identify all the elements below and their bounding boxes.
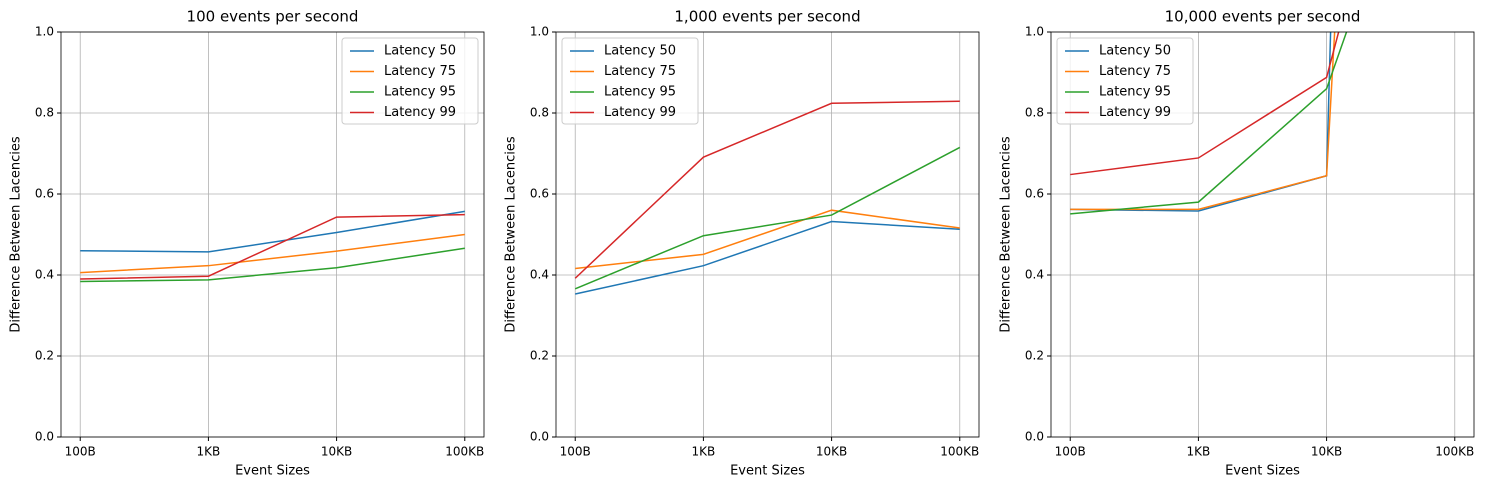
subplot: 0.0 0.2 0.4 0.6 0.8 1.0 100B 1KB 10KB 100KB 1,000 …	[504, 8, 980, 479]
legend-label: Latency 50	[384, 44, 456, 59]
x-axis-label: Event Sizes	[730, 464, 805, 479]
y-tick-label: 0.0	[35, 430, 54, 444]
legend-label: Latency 75	[604, 64, 676, 79]
legend-label: Latency 75	[1099, 64, 1171, 79]
line-series	[574, 100, 960, 279]
plot-frame	[555, 31, 980, 438]
line-series	[575, 220, 960, 295]
x-tick-label: 10KB	[816, 445, 847, 459]
line-series	[80, 247, 465, 283]
y-tick-label: 0.0	[530, 430, 549, 444]
x-tick-label: 100B	[1055, 445, 1086, 459]
y-tick-label: 1.0	[35, 25, 54, 39]
plot-frame	[1050, 31, 1475, 438]
x-tick-label: 100KB	[445, 445, 484, 459]
line-series	[575, 209, 960, 270]
chart-title: 10,000 events per second	[1165, 8, 1361, 26]
y-tick-label: 0.8	[530, 106, 549, 120]
chart-title: 100 events per second	[187, 8, 359, 26]
chart-title: 1,000 events per second	[674, 8, 860, 26]
y-tick-label: 1.0	[1025, 25, 1044, 39]
x-tick-label: 10KB	[1311, 445, 1342, 459]
legend-label: Latency 99	[1099, 105, 1171, 120]
legend-label: Latency 95	[384, 85, 456, 100]
x-tick-label: 100B	[65, 445, 96, 459]
x-tick-label: 1KB	[1187, 445, 1211, 459]
legend-label: Latency 95	[1099, 85, 1171, 100]
x-tick-label: 100B	[560, 445, 591, 459]
x-tick-label: 10KB	[321, 445, 352, 459]
y-axis-label: Difference Between Lacencies	[9, 136, 24, 333]
legend-label: Latency 50	[604, 44, 676, 59]
x-tick-label: 100KB	[940, 445, 979, 459]
y-tick-label: 1.0	[530, 25, 549, 39]
y-tick-label: 0.2	[530, 349, 549, 363]
line-series	[80, 210, 465, 253]
y-tick-label: 0.8	[35, 106, 54, 120]
subplot: 0.0 0.2 0.4 0.6 0.8 1.0 100B 1KB 10KB 100KB 100 ev…	[9, 8, 485, 479]
legend: Latency 50 Latency 75 Latency 95 Latency 99	[561, 37, 699, 125]
y-tick-label: 0.2	[1025, 349, 1044, 363]
y-tick-label: 0.6	[530, 187, 549, 201]
legend-box	[561, 37, 699, 125]
plot-frame	[60, 31, 485, 438]
y-tick-label: 0.6	[35, 187, 54, 201]
legend-label: Latency 99	[384, 105, 456, 120]
line-series	[1070, 32, 1348, 215]
legend-label: Latency 95	[604, 85, 676, 100]
y-tick-label: 0.6	[1025, 187, 1044, 201]
y-tick-label: 0.8	[1025, 106, 1044, 120]
line-series	[1070, 32, 1332, 212]
y-tick-label: 0.2	[35, 349, 54, 363]
subplot: 0.0 0.2 0.4 0.6 0.8 1.0 100B 1KB 10KB 100KB 10,000…	[999, 8, 1475, 479]
legend-label: Latency 99	[604, 105, 676, 120]
x-tick-label: 1KB	[692, 445, 716, 459]
legend-label: Latency 75	[384, 64, 456, 79]
legend-box	[1056, 37, 1194, 125]
line-series	[1070, 32, 1340, 176]
line-series	[1070, 32, 1336, 211]
x-axis-label: Event Sizes	[235, 464, 310, 479]
legend-box	[341, 37, 479, 125]
y-tick-label: 0.0	[1025, 430, 1044, 444]
line-series	[80, 233, 465, 274]
y-tick-label: 0.4	[530, 268, 549, 282]
y-tick-label: 0.4	[35, 268, 54, 282]
legend: Latency 50 Latency 75 Latency 95 Latency 99	[1056, 37, 1194, 125]
legend-label: Latency 50	[1099, 44, 1171, 59]
y-axis-label: Difference Between Lacencies	[999, 136, 1014, 333]
y-tick-label: 0.4	[1025, 268, 1044, 282]
x-tick-label: 1KB	[197, 445, 221, 459]
legend: Latency 50 Latency 75 Latency 95 Latency 99	[341, 37, 479, 125]
y-axis-label: Difference Between Lacencies	[504, 136, 519, 333]
line-series	[80, 213, 465, 280]
x-tick-label: 100KB	[1435, 445, 1474, 459]
line-series	[574, 146, 961, 290]
x-axis-label: Event Sizes	[1225, 464, 1300, 479]
